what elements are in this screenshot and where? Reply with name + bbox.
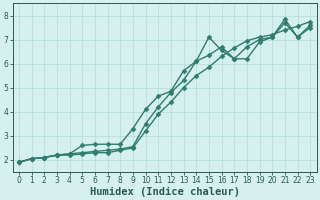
X-axis label: Humidex (Indice chaleur): Humidex (Indice chaleur) — [90, 186, 240, 197]
